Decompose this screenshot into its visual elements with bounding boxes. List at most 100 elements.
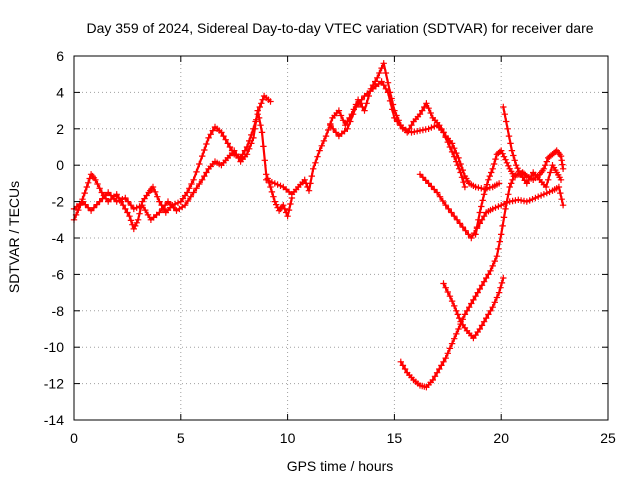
data-point xyxy=(543,189,550,197)
data-point xyxy=(231,147,238,154)
data-point xyxy=(483,314,490,322)
data-point xyxy=(457,169,464,176)
data-point xyxy=(444,288,451,296)
data-point xyxy=(503,198,511,205)
data-point xyxy=(258,129,266,136)
data-point xyxy=(508,147,516,154)
data-point xyxy=(500,274,507,282)
data-point xyxy=(540,191,548,198)
data-point xyxy=(130,225,137,233)
data-point xyxy=(405,128,412,135)
data-point xyxy=(304,183,311,191)
data-point xyxy=(510,152,517,159)
data-point xyxy=(203,169,210,176)
data-point xyxy=(402,126,409,134)
data-point xyxy=(378,64,385,72)
data-point xyxy=(325,126,332,134)
data-point xyxy=(224,140,231,147)
data-point xyxy=(419,107,426,114)
data-point xyxy=(559,202,567,209)
data-point xyxy=(428,183,435,190)
data-point xyxy=(475,216,482,223)
data-point xyxy=(119,196,126,203)
y-tick-label: -8 xyxy=(52,303,65,319)
data-point xyxy=(448,148,456,156)
data-point xyxy=(489,304,496,311)
data-point xyxy=(499,222,506,230)
data-point xyxy=(429,376,436,384)
data-point xyxy=(116,197,123,204)
data-point xyxy=(495,180,503,187)
y-tick-label: -2 xyxy=(52,194,65,210)
data-point xyxy=(498,279,506,287)
data-point xyxy=(474,289,481,296)
data-point xyxy=(455,154,462,162)
data-point xyxy=(255,114,263,122)
data-point xyxy=(132,222,139,230)
data-point xyxy=(487,307,494,314)
data-point xyxy=(496,238,503,245)
data-point xyxy=(332,129,340,136)
data-point xyxy=(233,151,240,158)
data-point xyxy=(558,196,565,203)
data-point xyxy=(492,155,499,163)
data-point xyxy=(243,151,251,158)
data-point xyxy=(99,195,106,202)
data-point xyxy=(448,209,455,216)
data-point xyxy=(497,284,504,291)
data-point xyxy=(201,172,208,180)
x-tick-label: 15 xyxy=(387,430,403,446)
data-point xyxy=(142,206,149,214)
data-point xyxy=(199,152,206,160)
data-point xyxy=(542,162,549,169)
data-point xyxy=(113,198,120,205)
data-point xyxy=(555,183,563,191)
data-point xyxy=(355,100,362,107)
x-tick-label: 5 xyxy=(177,430,185,446)
data-point xyxy=(320,137,328,145)
y-tick-label: -12 xyxy=(44,376,64,392)
data-point xyxy=(546,188,553,196)
data-point xyxy=(187,193,194,200)
data-point xyxy=(456,220,464,227)
data-point xyxy=(258,100,265,107)
data-point xyxy=(456,314,463,322)
data-point xyxy=(268,179,276,186)
data-point xyxy=(79,198,86,205)
data-point xyxy=(470,296,477,304)
data-point xyxy=(305,187,313,194)
data-point xyxy=(462,227,469,234)
data-point xyxy=(94,180,101,188)
data-point xyxy=(456,165,463,172)
data-point xyxy=(314,153,321,160)
data-point xyxy=(440,280,447,287)
data-point xyxy=(284,213,291,220)
data-point xyxy=(460,179,467,186)
data-point xyxy=(327,122,334,129)
data-point xyxy=(529,196,536,203)
data-point xyxy=(558,157,565,164)
data-point xyxy=(133,219,140,226)
data-point xyxy=(492,204,499,211)
data-point xyxy=(265,177,273,185)
data-point xyxy=(473,223,481,231)
data-point xyxy=(271,180,278,187)
data-point xyxy=(203,140,210,148)
data-point xyxy=(261,157,268,164)
data-point xyxy=(465,231,472,238)
y-tick-label: 6 xyxy=(56,48,64,64)
data-point xyxy=(545,176,552,183)
axis-ticks: -14 -12 -10 -8 -6 -4 -2 0 2 4 6 0 5 10 15 20 25 xyxy=(44,48,616,446)
data-point xyxy=(378,78,385,85)
data-point xyxy=(342,122,349,129)
data-point xyxy=(250,134,257,142)
data-point xyxy=(499,150,506,157)
data-point xyxy=(222,136,229,143)
data-point xyxy=(503,118,510,125)
data-point xyxy=(152,188,159,196)
data-point xyxy=(133,204,140,211)
data-point xyxy=(453,307,460,314)
data-point xyxy=(463,307,471,314)
